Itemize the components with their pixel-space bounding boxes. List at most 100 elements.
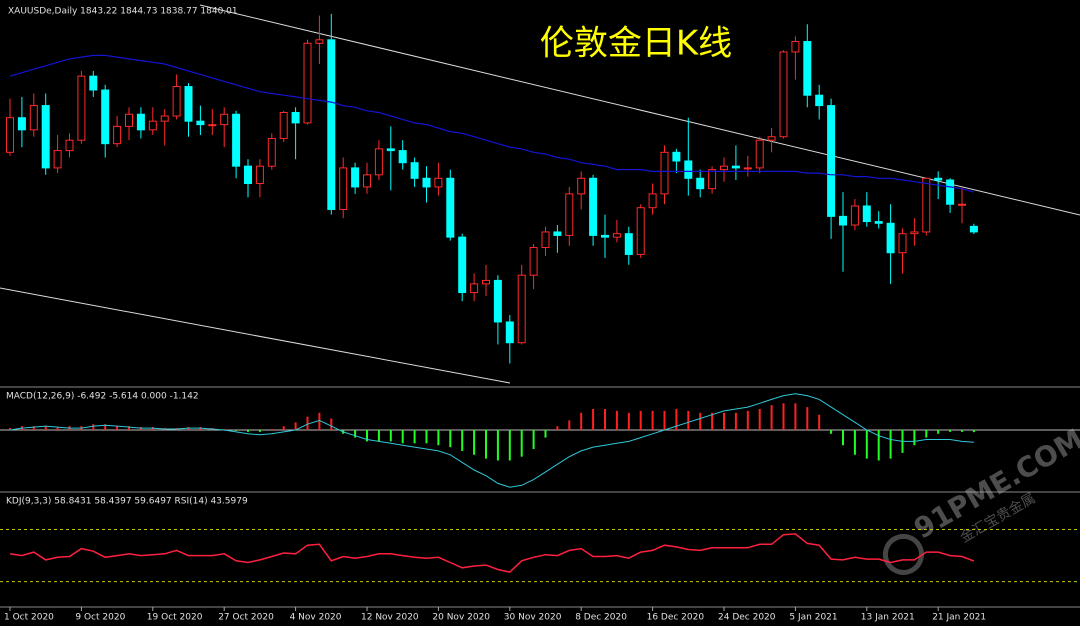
macd-bar <box>235 429 238 431</box>
macd-bar <box>627 412 630 430</box>
candle-body <box>65 139 74 152</box>
macd-bar <box>354 429 357 438</box>
macd-bar <box>473 429 476 455</box>
macd-bar <box>937 429 940 434</box>
x-tick-label: 4 Nov 2020 <box>290 613 342 623</box>
candle-body <box>612 233 621 238</box>
macd-bar <box>723 412 725 430</box>
macd-bar <box>615 410 618 430</box>
macd-bar <box>865 429 868 459</box>
macd-bar <box>568 420 571 430</box>
candle-body <box>363 174 371 188</box>
candle-body <box>827 105 836 217</box>
macd-bar <box>461 429 464 451</box>
candle-body <box>446 177 455 238</box>
macd-bar <box>270 429 273 430</box>
candle-body <box>77 75 86 141</box>
macd-bar <box>830 429 833 434</box>
x-tick-label: 5 Jan 2021 <box>789 613 837 623</box>
candle-body <box>148 120 157 131</box>
candle-body <box>874 221 883 224</box>
candle-body <box>101 89 110 145</box>
macd-bar <box>711 412 714 430</box>
macd-bar <box>853 429 856 455</box>
macd-bar <box>794 403 797 430</box>
candle-body <box>303 42 312 124</box>
macd-bar <box>306 416 309 430</box>
macd-bar <box>485 429 487 459</box>
macd-bar <box>806 407 809 430</box>
macd-bar <box>258 429 261 432</box>
macd-bar <box>746 410 749 430</box>
candle-body <box>720 165 728 171</box>
chart-title: 伦敦金日K线 <box>540 24 732 64</box>
macd-bar <box>294 422 297 430</box>
macd-bar <box>770 405 773 430</box>
trend-line <box>0 287 511 384</box>
candle-body <box>291 112 300 124</box>
candle-body <box>969 225 978 233</box>
macd-bar <box>330 418 333 430</box>
candle-body <box>244 165 252 184</box>
candle-body <box>267 137 276 167</box>
candle-body <box>850 205 859 226</box>
macd-bar <box>128 426 130 430</box>
candle-body <box>196 120 205 126</box>
candle-body <box>470 283 479 294</box>
candle-body <box>41 105 50 169</box>
x-tick-label: 1 Oct 2020 <box>4 613 54 623</box>
candle-body <box>553 231 562 236</box>
macd-bar <box>247 429 249 432</box>
candle-body <box>910 231 919 235</box>
macd-bar <box>734 412 737 430</box>
macd-bar <box>413 429 416 444</box>
candle-body <box>6 117 14 153</box>
candle-body <box>767 136 776 141</box>
candle-body <box>184 86 193 122</box>
macd-bar <box>889 429 892 459</box>
candle-body <box>482 279 490 285</box>
candle-body <box>89 75 98 91</box>
kdj-header: KDJ(9,3,3) 58.8431 58.4397 59.6497 RSI(1… <box>6 497 248 507</box>
candle-body <box>541 231 550 249</box>
macd-bar <box>913 429 916 446</box>
macd-bar <box>580 412 583 430</box>
macd-bar <box>508 429 511 461</box>
macd-bar <box>877 429 880 461</box>
macd-bar <box>104 424 107 430</box>
candle-body <box>791 41 800 53</box>
macd-bar <box>556 426 559 430</box>
macd-bar <box>496 429 499 461</box>
macd-bar <box>532 429 535 450</box>
macd-bar <box>544 429 547 438</box>
candle-body <box>660 151 669 195</box>
candle-body <box>648 193 657 209</box>
x-tick-label: 27 Oct 2020 <box>218 613 274 623</box>
macd-bar <box>377 429 380 442</box>
macd-bar <box>699 412 702 430</box>
macd-bar <box>782 403 785 430</box>
candle-body <box>398 150 407 164</box>
candle-body <box>315 39 324 44</box>
macd-bar <box>116 426 119 430</box>
candle-body <box>672 151 681 162</box>
x-tick-label: 16 Dec 2020 <box>647 613 705 623</box>
candle-body <box>29 105 38 131</box>
candle-body <box>17 117 26 131</box>
macd-bar <box>675 408 678 430</box>
candle-body <box>624 233 633 255</box>
moving-average <box>9 54 975 193</box>
macd-bar <box>663 410 666 430</box>
x-tick-label: 8 Dec 2020 <box>575 613 627 623</box>
macd-bar <box>687 410 690 430</box>
candle-body <box>351 167 360 188</box>
macd-bar <box>56 427 59 430</box>
candle-body <box>684 160 693 179</box>
macd-bar <box>818 414 821 430</box>
candle-body <box>125 113 133 127</box>
macd-line <box>9 393 974 488</box>
candle-body <box>731 165 740 169</box>
macd-bar <box>9 428 11 430</box>
candle-body <box>255 165 264 184</box>
macd-bar <box>639 410 642 430</box>
